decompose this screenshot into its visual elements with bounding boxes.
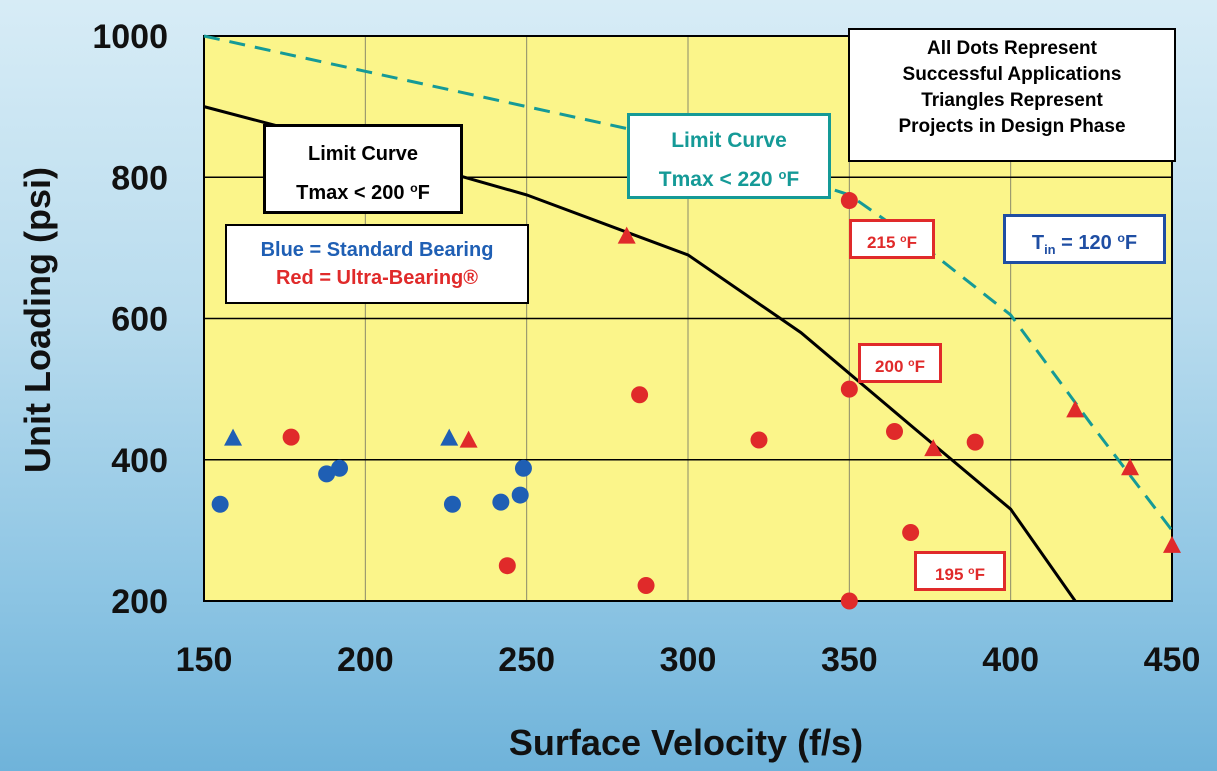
data-point xyxy=(631,386,649,404)
temp-label-200: 200 oF xyxy=(858,343,942,383)
x-axis-label: Surface Velocity (f/s) xyxy=(509,722,863,763)
limit-curve-220-box: Limit Curve Tmax < 220 oF xyxy=(627,113,831,199)
data-point xyxy=(211,495,229,513)
data-point xyxy=(511,486,529,504)
data-point-triangle xyxy=(1121,458,1140,476)
data-point xyxy=(966,433,984,451)
color-key-blue: Blue = Standard Bearing xyxy=(260,239,494,261)
color-key-box: Blue = Standard Bearing Red = Ultra-Bear… xyxy=(225,224,529,304)
data-point xyxy=(637,576,655,594)
color-key-red: Red = Ultra-Bearing® xyxy=(275,267,478,289)
data-point-triangle xyxy=(1163,535,1181,553)
legend-note-line-2: Successful Applications xyxy=(902,64,1122,85)
data-point-triangle xyxy=(440,428,459,446)
data-point-triangle xyxy=(617,226,636,244)
data-point-triangle xyxy=(924,439,943,457)
legend-note-box: All Dots Represent Successful Applicatio… xyxy=(848,28,1176,162)
limit-curve-220-title: Limit Curve xyxy=(671,129,787,152)
limit-curve-200-box: Limit Curve Tmax < 200 oF xyxy=(263,124,463,214)
data-point-triangle xyxy=(459,430,478,448)
legend-note-line-3: Triangles Represent xyxy=(921,90,1103,111)
y-axis-label: Unit Loading (psi) xyxy=(17,167,58,473)
data-point xyxy=(886,423,904,440)
plot-border xyxy=(203,35,1173,602)
y-tick-label: 600 xyxy=(111,301,168,339)
y-tick-label: 400 xyxy=(111,442,168,480)
x-tick-label: 150 xyxy=(176,641,233,679)
limit-curve-220-condition: Tmax < 220 oF xyxy=(658,167,800,192)
limit-curve-200-condition: Tmax < 200 oF xyxy=(296,181,430,204)
legend-note-line-1: All Dots Represent xyxy=(927,38,1097,59)
inlet-temperature-box: Tin = 120 oF xyxy=(1003,214,1166,264)
data-point xyxy=(318,465,336,483)
data-point xyxy=(840,192,858,210)
data-point xyxy=(331,459,349,477)
data-point xyxy=(498,557,516,575)
data-point xyxy=(750,431,768,449)
x-tick-label: 450 xyxy=(1144,641,1201,679)
data-point-triangle xyxy=(224,428,243,446)
data-point xyxy=(443,495,461,513)
x-tick-label: 200 xyxy=(337,641,394,679)
data-point xyxy=(282,428,300,446)
data-point xyxy=(902,523,920,541)
data-point xyxy=(840,380,858,398)
data-point xyxy=(514,459,532,477)
x-tick-label: 400 xyxy=(982,641,1039,679)
limit-curve-200-title: Limit Curve xyxy=(307,143,419,165)
temp-label-215: 215 oF xyxy=(849,219,935,259)
x-tick-label: 250 xyxy=(498,641,555,679)
y-tick-label: 800 xyxy=(111,159,168,197)
data-point xyxy=(492,493,510,511)
temp-label-195: 195 oF xyxy=(914,551,1006,591)
data-point-triangle xyxy=(1066,400,1085,418)
y-tick-label: 200 xyxy=(111,583,168,621)
legend-note-line-4: Projects in Design Phase xyxy=(898,116,1126,137)
data-point xyxy=(840,592,858,610)
x-tick-label: 300 xyxy=(660,641,717,679)
x-tick-label: 350 xyxy=(821,641,878,679)
y-tick-label: 1000 xyxy=(92,18,168,56)
